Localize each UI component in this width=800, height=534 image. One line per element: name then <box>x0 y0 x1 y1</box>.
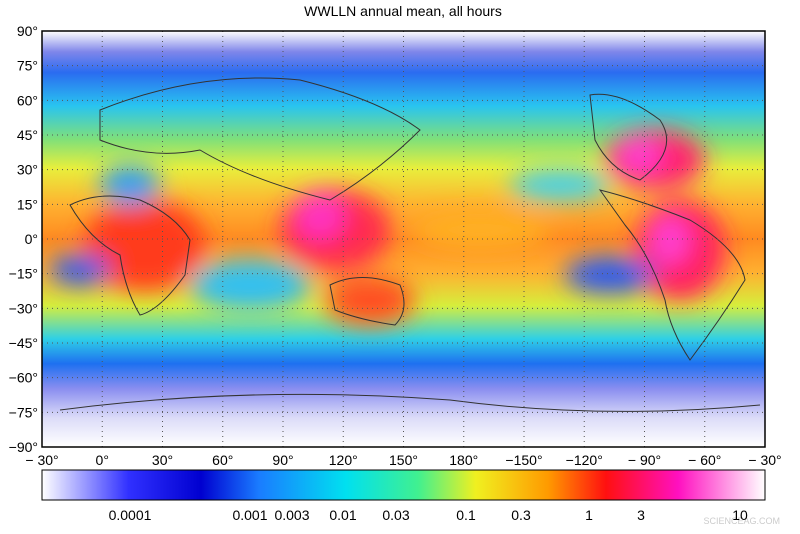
lat-label: 15° <box>17 196 38 212</box>
lat-label: 45° <box>17 127 38 143</box>
colorbar-label: 0.003 <box>274 507 309 523</box>
lon-label: 90° <box>272 452 293 468</box>
lon-label: 60° <box>212 452 233 468</box>
lat-label: 90° <box>17 23 38 39</box>
lat-label: −90° <box>9 439 38 455</box>
lat-label: −30° <box>9 300 38 316</box>
colorbar-label: 3 <box>637 507 645 523</box>
map-frame <box>41 30 766 448</box>
lightning-density <box>42 31 765 447</box>
watermark: SCIENCEAG.COM <box>703 516 780 526</box>
lat-label: −15° <box>9 266 38 282</box>
colorbar-label: 0.1 <box>456 507 476 523</box>
lon-label: 0° <box>96 452 109 468</box>
lon-label: − 30° <box>748 452 781 468</box>
colorbar-label: 0.001 <box>232 507 267 523</box>
colorbar-label: 0.0001 <box>109 507 152 523</box>
colorbar <box>41 469 766 501</box>
lat-label: 30° <box>17 162 38 178</box>
lon-label: − 30° <box>25 452 58 468</box>
lon-label: −150° <box>505 452 542 468</box>
lon-label: 120° <box>329 452 358 468</box>
lat-label: 0° <box>25 231 38 247</box>
title: WWLLN annual mean, all hours <box>304 3 502 19</box>
colorbar-label: 1 <box>585 507 593 523</box>
lon-label: 150° <box>389 452 418 468</box>
lat-label: 75° <box>17 58 38 74</box>
lon-label: 30° <box>152 452 173 468</box>
lon-label: − 60° <box>688 452 721 468</box>
colorbar-label: 0.03 <box>382 507 409 523</box>
lat-label: −75° <box>9 404 38 420</box>
colorbar-label: 0.3 <box>511 507 531 523</box>
graticule <box>42 31 765 447</box>
lon-label: − 90° <box>628 452 661 468</box>
colorbar-label: 10 <box>732 507 748 523</box>
lat-label: −60° <box>9 370 38 386</box>
colorbar-label: 0.01 <box>329 507 356 523</box>
lat-label: 60° <box>17 92 38 108</box>
lon-label: −120° <box>566 452 603 468</box>
lat-label: −45° <box>9 335 38 351</box>
lon-label: 180° <box>449 452 478 468</box>
